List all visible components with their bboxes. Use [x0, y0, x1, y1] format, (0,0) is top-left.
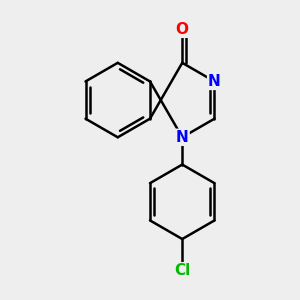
Text: O: O — [176, 22, 189, 37]
Text: Cl: Cl — [174, 263, 190, 278]
Text: N: N — [176, 130, 189, 145]
Text: N: N — [208, 74, 221, 89]
